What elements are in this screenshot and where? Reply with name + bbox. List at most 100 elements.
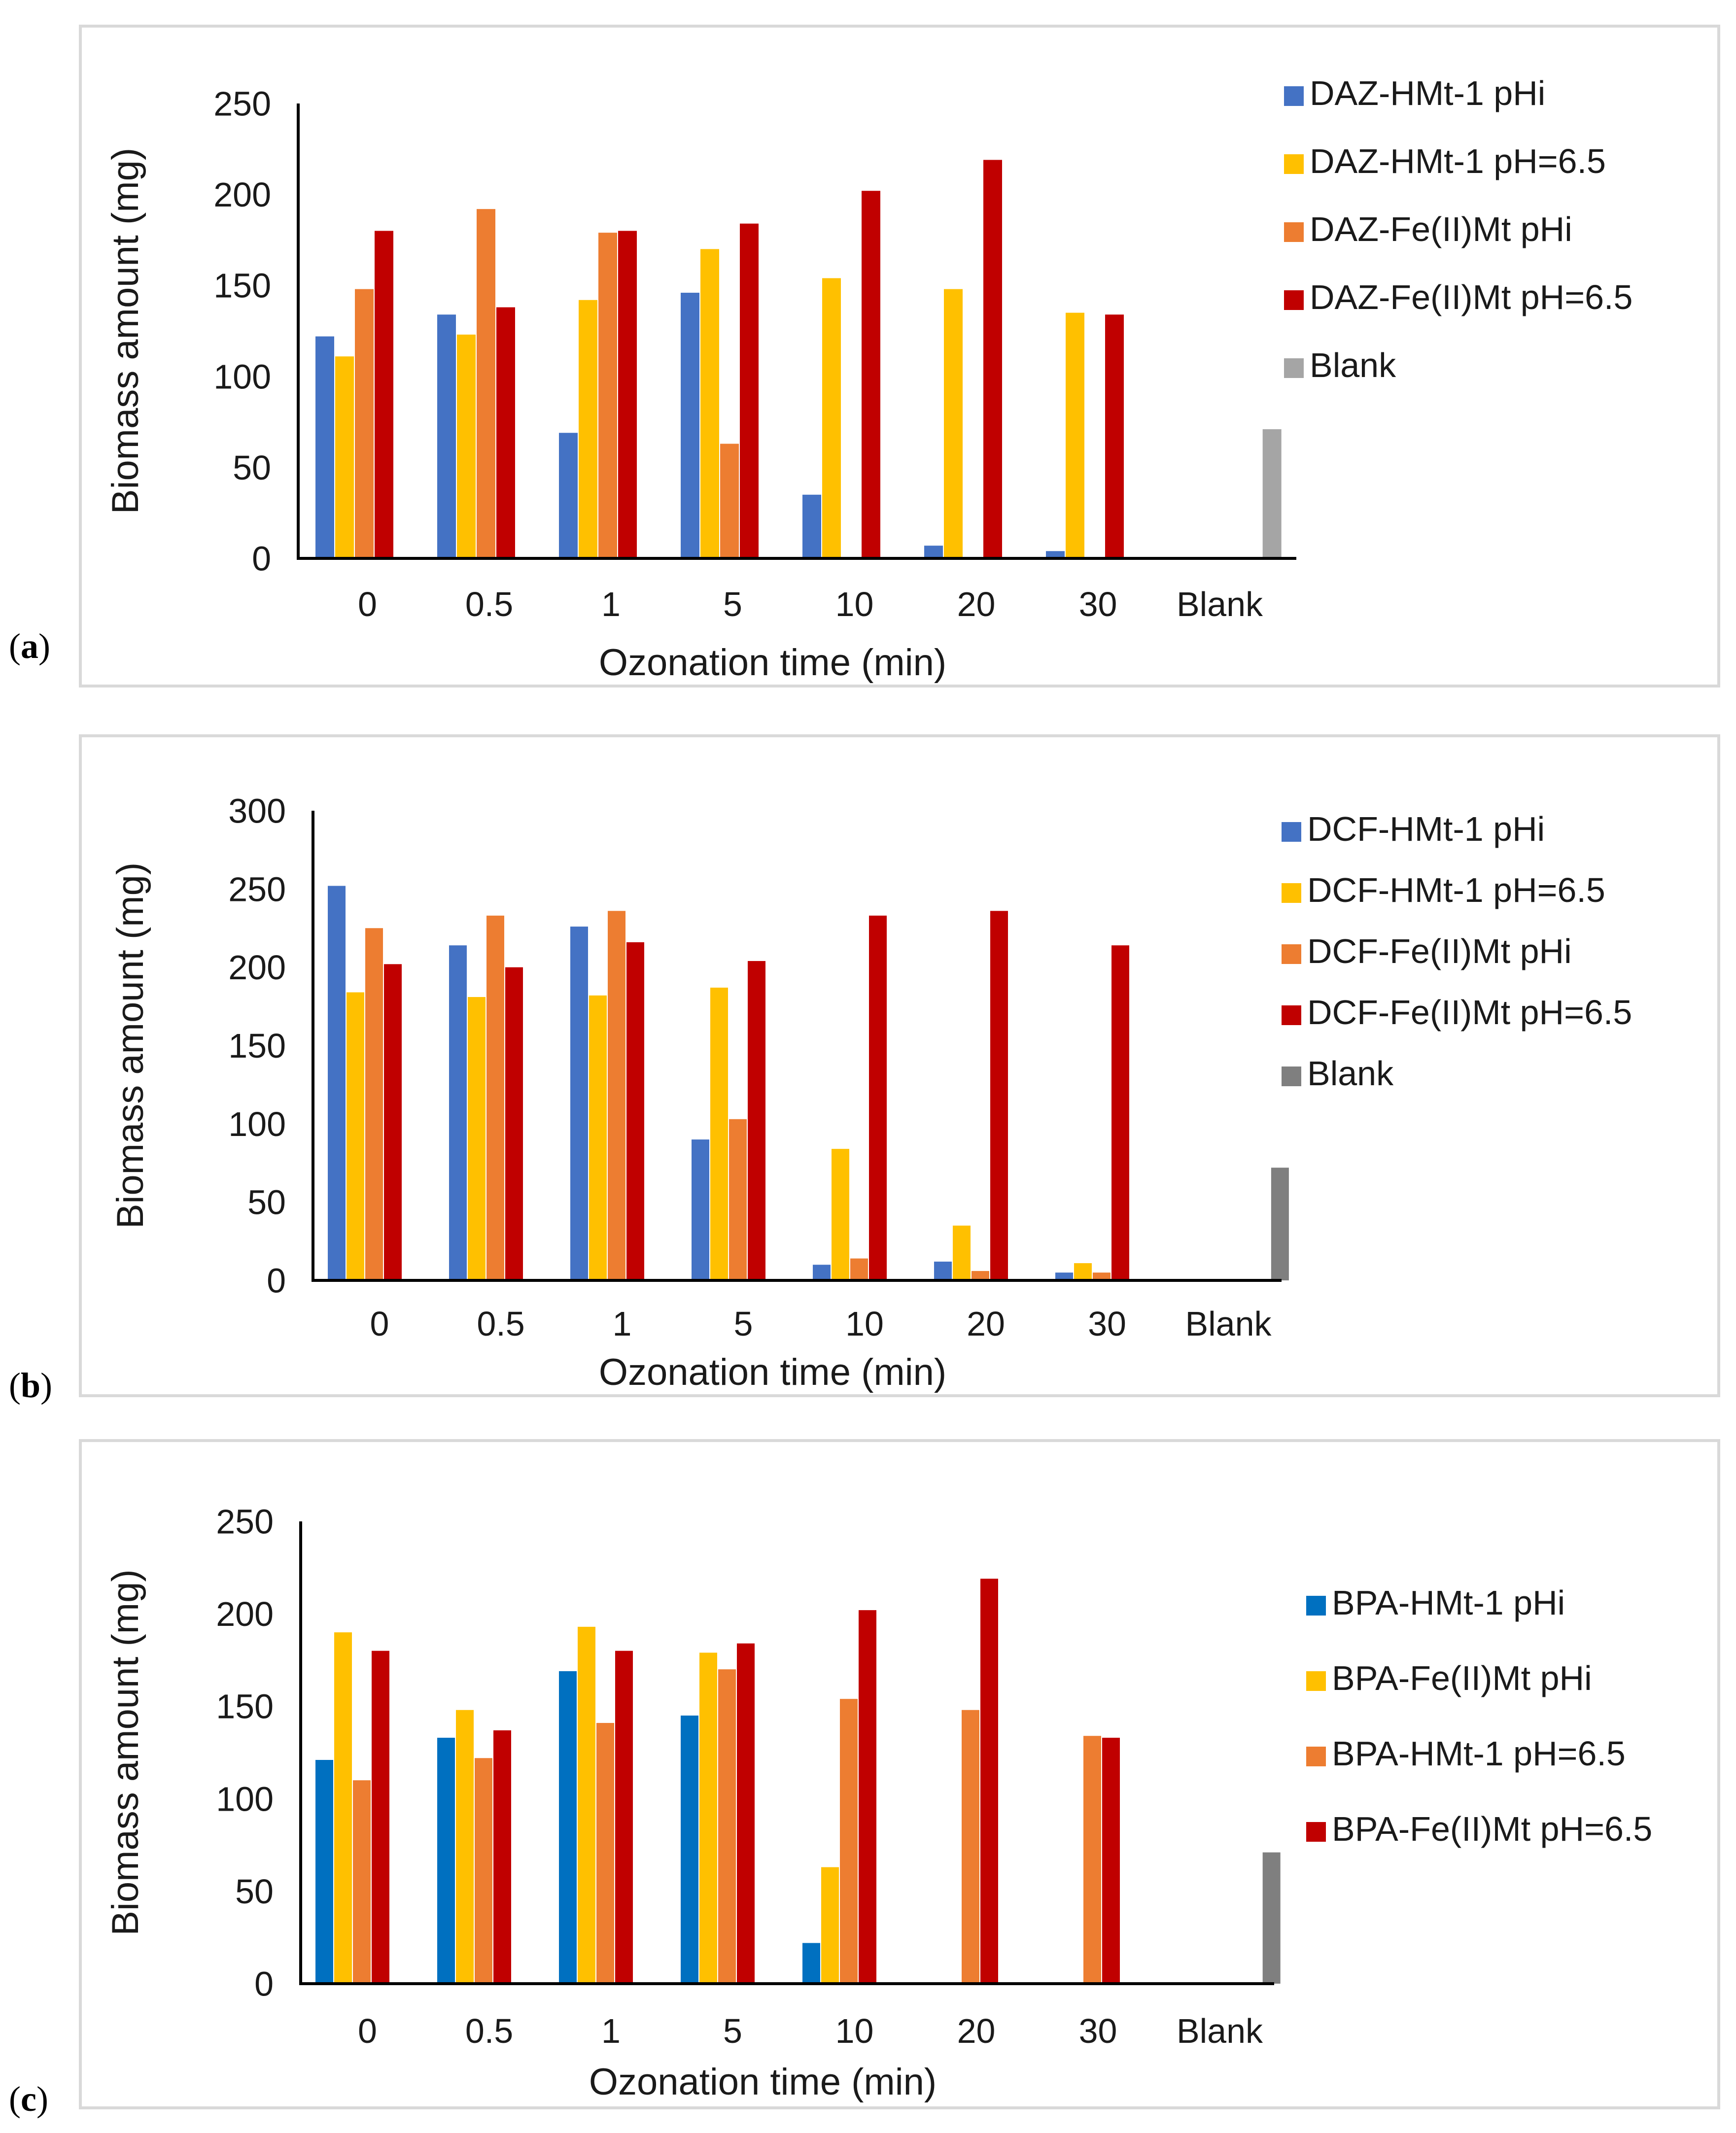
panel-a-bar: DAZ-Fe(II)Mt pH=6.5 @ 1: 180 xyxy=(618,231,637,558)
panel-b-bar: DCF-HMt-1 pH=6.5 @ 10: 84 xyxy=(832,1149,849,1280)
panel-c-bar: BPA-Fe(II)Mt pHi @ 0.5: 148 xyxy=(456,1710,474,1984)
panel-a-bar: DAZ-HMt-1 pHi @ 1: 69 xyxy=(559,433,578,558)
panel-b-x-tick-label: 5 xyxy=(734,1305,753,1343)
panel-b-y-tick-label: 100 xyxy=(228,1105,286,1143)
panel-a-bar: DAZ-HMt-1 pHi @ 0.5: 134 xyxy=(437,314,456,558)
panel-a-bar: DAZ-Fe(II)Mt pH=6.5 @ 10: 202 xyxy=(862,191,880,558)
panel-c-legend-label: BPA-Fe(II)Mt pH=6.5 xyxy=(1332,1810,1652,1848)
panel-c-bar: BPA-Fe(II)Mt pHi @ 5: 179 xyxy=(699,1652,717,1984)
panel-a-bar: DAZ-Fe(II)Mt pHi @ 5: 63 xyxy=(720,444,739,558)
panel-c-bar: BPA-HMt-1 pH=6.5 @ 5: 170 xyxy=(718,1669,736,1984)
panel-b-bar: DCF-Fe(II)Mt pHi @ 0: 225 xyxy=(365,928,383,1280)
panel-c-bar: BPA-HMt-1 pH=6.5 @ 0.5: 122 xyxy=(475,1758,492,1984)
panel-a-y-tick-label: 250 xyxy=(213,85,271,123)
panel-c-bar: BPA-Fe(II)Mt pH=6.5 @ 10: 202 xyxy=(859,1610,876,1984)
panel-a-x-axis-label: Ozonation time (min) xyxy=(599,642,946,684)
panel-a-legend-swatch xyxy=(1284,290,1304,310)
panel-c-bar: BPA-HMt-1 pHi @ 1: 169 xyxy=(559,1671,577,1984)
panel-c-bar: BPA-Fe(II)Mt pH=6.5 @ 0.5: 137 xyxy=(493,1730,511,1984)
panel-a-legend-swatch xyxy=(1284,222,1304,242)
panel-b-legend-swatch xyxy=(1282,822,1301,842)
panel-a-x-tick-label: 1 xyxy=(601,585,621,623)
panel-c-legend-label: BPA-HMt-1 pHi xyxy=(1332,1583,1565,1622)
panel-c-bar: BPA-HMt-1 pH=6.5 @ 10: 154 xyxy=(840,1699,858,1984)
panel-b-bar: DCF-HMt-1 pHi @ 1: 226 xyxy=(570,927,588,1280)
panel-a-bar: DAZ-HMt-1 pH=6.5 @ 5: 170 xyxy=(700,249,719,558)
panel-label-a: (a) xyxy=(9,626,50,666)
panel-label-b: (b) xyxy=(9,1366,53,1405)
panel-b-legend-swatch xyxy=(1282,1005,1301,1025)
panel-a-bar: DAZ-HMt-1 pH=6.5 @ 10: 154 xyxy=(822,278,841,558)
panel-c-x-tick-label: 20 xyxy=(957,2012,996,2050)
panel-a-bar: DAZ-HMt-1 pH=6.5 @ 30: 135 xyxy=(1066,312,1084,558)
panel-b-legend-label: DCF-Fe(II)Mt pH=6.5 xyxy=(1307,993,1632,1032)
panel-b-bar: DCF-HMt-1 pH=6.5 @ 0: 184 xyxy=(347,992,364,1280)
panel-c-legend-label: BPA-Fe(II)Mt pHi xyxy=(1332,1659,1592,1697)
panel-b-x-tick-label: Blank xyxy=(1185,1305,1272,1343)
panel-a-legend-swatch xyxy=(1284,86,1304,106)
panel-a-bar: DAZ-HMt-1 pH=6.5 @ 0.5: 123 xyxy=(457,334,476,558)
panel-b-bar: DCF-HMt-1 pH=6.5 @ 0.5: 181 xyxy=(468,997,486,1280)
panel-a-bar: DAZ-Fe(II)Mt pHi @ 0: 148 xyxy=(355,289,374,558)
panel-b-bar: DCF-HMt-1 pH=6.5 @ 30: 11 xyxy=(1074,1263,1092,1280)
panel-a-bar: DAZ-Fe(II)Mt pHi @ 1: 179 xyxy=(598,233,617,559)
panel-b-bar: DCF-Fe(II)Mt pH=6.5 @ 5: 204 xyxy=(748,961,765,1280)
panel-b-legend: DCF-HMt-1 pHi DCF-HMt-1 pH=6.5 DCF-Fe(II)M… xyxy=(1282,810,1632,1093)
panel-c-x-tick-label: 0.5 xyxy=(465,2012,513,2050)
panel-a-bar: DAZ-HMt-1 pH=6.5 @ 0: 111 xyxy=(335,356,354,558)
panel-c-legend-swatch xyxy=(1306,1596,1326,1616)
panel-c-bar: BPA-HMt-1 pH=6.5 @ 20: 148 xyxy=(962,1710,979,1984)
panel-b-bar: DCF-Fe(II)Mt pH=6.5 @ 10: 233 xyxy=(869,915,887,1280)
panel-c-x-tick-label: Blank xyxy=(1177,2012,1263,2050)
panel-b-legend-swatch xyxy=(1282,944,1301,964)
panel-b-x-tick-label: 0.5 xyxy=(477,1305,524,1343)
panel-c-x-tick-label: 1 xyxy=(601,2012,621,2050)
panel-a-y-tick-label: 150 xyxy=(213,267,271,305)
panel-a-x-tick-label: 0 xyxy=(358,585,377,623)
panel-a-bar: DAZ-HMt-1 pH=6.5 @ 1: 142 xyxy=(579,300,597,558)
panel-b-x-tick-label: 30 xyxy=(1088,1305,1126,1343)
panel-a-frame xyxy=(79,25,1720,688)
panel-b-bar: DCF-Fe(II)Mt pHi @ 0.5: 233 xyxy=(486,915,504,1280)
panel-b-y-tick-label: 200 xyxy=(228,948,286,987)
panel-a-legend-label: Blank xyxy=(1310,346,1396,384)
panel-a-x-tick-label: Blank xyxy=(1177,585,1263,623)
panel-a-bar: DAZ-HMt-1 pHi @ 10: 35 xyxy=(802,494,821,558)
panel-a-y-axis-label: Biomass amount (mg) xyxy=(104,148,146,514)
panel-c-y-tick-label: 0 xyxy=(254,1965,274,2003)
panel-a-bar: DAZ-Fe(II)Mt pH=6.5 @ 0: 180 xyxy=(375,231,393,558)
panel-c-legend-label: BPA-HMt-1 pH=6.5 xyxy=(1332,1734,1626,1773)
panel-b-bar: DCF-HMt-1 pH=6.5 @ 1: 182 xyxy=(589,995,607,1280)
panel-a-bar: DAZ-HMt-1 pHi @ 0: 122 xyxy=(315,336,334,558)
panel-a-bar: DAZ-Fe(II)Mt pH=6.5 @ 30: 134 xyxy=(1105,314,1124,558)
panel-c-x-axis-label: Ozonation time (min) xyxy=(589,2061,937,2103)
panel-b-bar: DCF-Fe(II)Mt pHi @ 5: 103 xyxy=(729,1119,747,1280)
panel-b-bar: DCF-HMt-1 pHi @ 30: 5 xyxy=(1055,1273,1073,1280)
panel-a-x-tick-label: 10 xyxy=(835,585,874,623)
panel-b-bar: DCF-Fe(II)Mt pHi @ 20: 6 xyxy=(972,1271,989,1280)
panel-c-bar: BPA-HMt-1 pHi @ 0: 121 xyxy=(315,1760,333,1984)
panel-c-bar: BPA-HMt-1 pH=6.5 @ 1: 141 xyxy=(596,1722,614,1984)
panel-c-bar: BPA-Fe(II)Mt pH=6.5 @ 20: 219 xyxy=(980,1579,998,1984)
panel-a-y-tick-label: 100 xyxy=(213,357,271,396)
panel-a-bar: DAZ-Fe(II)Mt pH=6.5 @ 5: 184 xyxy=(740,223,759,558)
panel-b-legend-label: DCF-HMt-1 pHi xyxy=(1307,810,1545,848)
panel-b-x-tick-label: 1 xyxy=(613,1305,632,1343)
panel-b-bar: DCF-HMt-1 pHi @ 0.5: 214 xyxy=(449,945,467,1280)
panel-b-y-tick-label: 50 xyxy=(247,1183,286,1222)
panel-a-y-tick-label: 200 xyxy=(213,175,271,214)
panel-a-legend-label: DAZ-HMt-1 pHi xyxy=(1310,74,1545,112)
panel-b-bar: DCF-HMt-1 pHi @ 0: 252 xyxy=(328,886,346,1280)
panel-c-bar: BPA-Fe(II)Mt pHi @ 0: 190 xyxy=(334,1632,352,1984)
panel-a-bar: Blank @ Blank: 71 xyxy=(1262,429,1282,558)
panel-a-legend-label: DAZ-Fe(II)Mt pH=6.5 xyxy=(1310,278,1632,316)
panel-c-y-tick-label: 100 xyxy=(216,1780,274,1818)
panel-b-bar: DCF-HMt-1 pHi @ 20: 12 xyxy=(934,1261,952,1280)
panel-c-bar: Blank @ Blank: 71 xyxy=(1262,1852,1281,1984)
panel-b-bar: DCF-Fe(II)Mt pH=6.5 @ 0: 202 xyxy=(384,964,402,1280)
panel-b-bar: DCF-Fe(II)Mt pH=6.5 @ 0.5: 200 xyxy=(505,967,523,1280)
panel-a-bar: DAZ-HMt-1 pH=6.5 @ 20: 148 xyxy=(944,289,963,558)
